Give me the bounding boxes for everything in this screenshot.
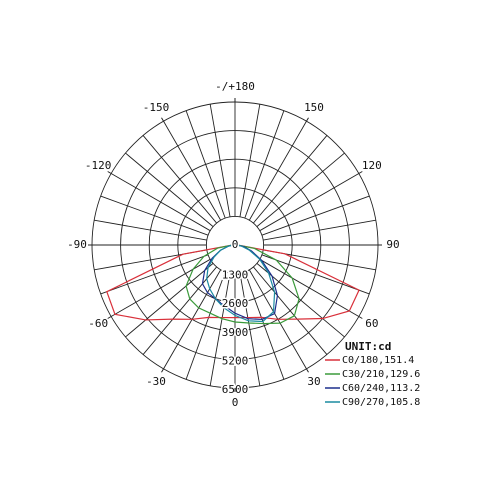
ring bbox=[120, 130, 350, 360]
legend-label: C90/270,105.8 bbox=[342, 397, 420, 408]
theta-tick bbox=[161, 368, 164, 373]
r-tick-label: 1300 bbox=[222, 269, 249, 282]
unit-label: UNIT:cd bbox=[345, 340, 391, 353]
theta-tick-label: 150 bbox=[304, 101, 324, 114]
series-line bbox=[206, 244, 276, 323]
theta-tick bbox=[107, 316, 112, 319]
legend-label: C30/210,129.6 bbox=[342, 369, 420, 380]
r-tick-label: 0 bbox=[232, 238, 239, 251]
theta-tick bbox=[107, 171, 112, 174]
ring bbox=[205, 215, 265, 275]
theta-tick-label: 0 bbox=[232, 396, 239, 409]
theta-tick bbox=[306, 368, 309, 373]
legend-label: C60/240,113.2 bbox=[342, 383, 420, 394]
series-line bbox=[201, 244, 279, 321]
legend-label: C0/180,151.4 bbox=[342, 355, 414, 366]
theta-tick bbox=[358, 316, 363, 319]
series-line bbox=[185, 244, 300, 325]
r-tick-label: 3900 bbox=[222, 326, 249, 339]
theta-tick-label: -60 bbox=[88, 317, 108, 330]
r-tick-label: 5200 bbox=[222, 354, 249, 367]
theta-tick-label: 90 bbox=[386, 238, 399, 251]
r-tick-label: 2600 bbox=[222, 297, 249, 310]
ring bbox=[148, 158, 322, 332]
theta-tick-label: -120 bbox=[85, 159, 112, 172]
theta-tick-label: -30 bbox=[146, 375, 166, 388]
theta-tick bbox=[306, 117, 309, 122]
theta-tick-label: 60 bbox=[365, 317, 378, 330]
theta-tick bbox=[161, 117, 164, 122]
theta-tick bbox=[358, 171, 363, 174]
theta-tick-label: -/+180 bbox=[215, 80, 255, 93]
theta-tick-label: 120 bbox=[362, 159, 382, 172]
theta-tick-label: -150 bbox=[143, 101, 170, 114]
theta-tick-label: -90 bbox=[67, 238, 87, 251]
theta-tick-label: 30 bbox=[307, 375, 320, 388]
ring bbox=[177, 187, 293, 303]
series-line bbox=[106, 244, 360, 321]
